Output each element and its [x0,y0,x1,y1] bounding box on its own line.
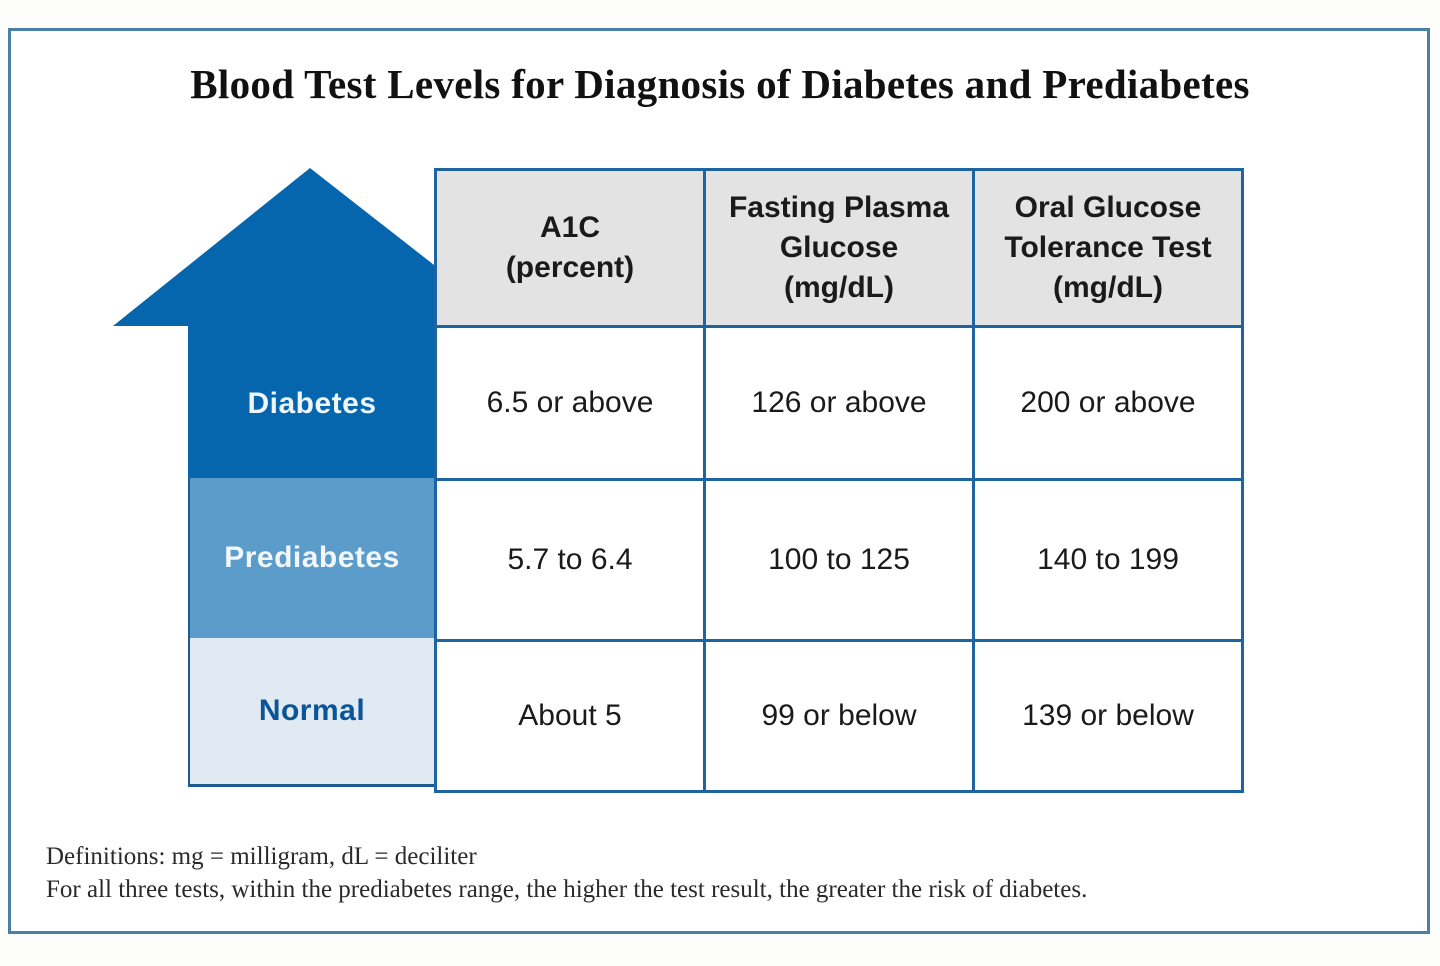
table-row-normal: About 5 99 or below 139 or below [434,639,1244,793]
cell-normal-a1c: About 5 [434,639,706,793]
level-column-bottom-border [188,784,436,787]
cell-prediabetes-ogtt: 140 to 199 [972,478,1244,642]
cell-normal-fpg: 99 or below [703,639,975,793]
table-row-diabetes: 6.5 or above 126 or above 200 or above [434,325,1244,481]
table-header-row: A1C (percent) Fasting Plasma Glucose (mg… [434,168,1244,328]
cell-diabetes-a1c: 6.5 or above [434,325,706,481]
cell-diabetes-ogtt: 200 or above [972,325,1244,481]
risk-note: For all three tests, within the prediabe… [46,876,1088,903]
header-a1c-label: A1C (percent) [505,211,635,284]
level-label-prediabetes: Prediabetes [190,478,434,638]
table-row-prediabetes: 5.7 to 6.4 100 to 125 140 to 199 [434,478,1244,642]
cell-normal-ogtt: 139 or below [972,639,1244,793]
header-fpg-label: Fasting Plasma Glucose (mg/dL) [728,191,950,304]
header-fasting-plasma-glucose: Fasting Plasma Glucose (mg/dL) [703,168,975,328]
cell-prediabetes-fpg: 100 to 125 [703,478,975,642]
blood-test-table: A1C (percent) Fasting Plasma Glucose (mg… [434,168,1244,793]
header-ogtt-label: Oral Glucose Tolerance Test (mg/dL) [1004,191,1212,304]
level-label-diabetes: Diabetes [247,387,377,420]
level-column-border [188,478,190,786]
header-oral-glucose-tolerance: Oral Glucose Tolerance Test (mg/dL) [972,168,1244,328]
level-label-normal: Normal [190,638,434,784]
footnotes: Definitions: mg = milligram, dL = decili… [46,840,1426,906]
cell-prediabetes-a1c: 5.7 to 6.4 [434,478,706,642]
definitions-note: Definitions: mg = milligram, dL = decili… [46,843,477,870]
page-title: Blood Test Levels for Diagnosis of Diabe… [190,61,1250,107]
cell-diabetes-fpg: 126 or above [703,325,975,481]
header-a1c: A1C (percent) [434,168,706,328]
